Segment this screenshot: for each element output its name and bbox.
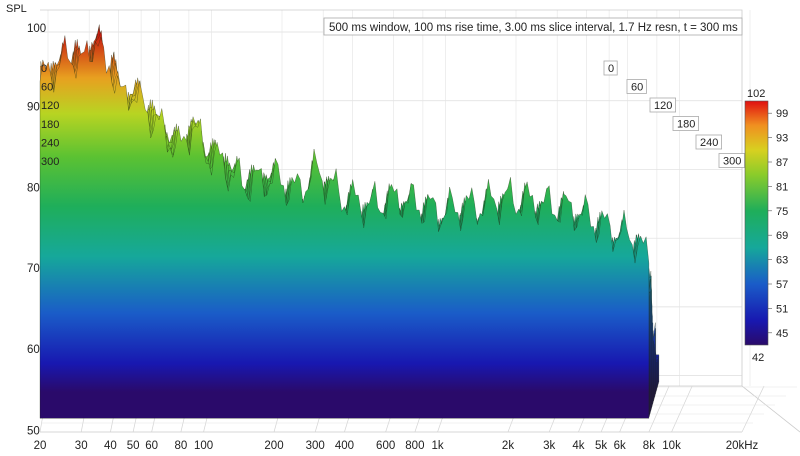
time-tick-label: 120 — [654, 100, 672, 112]
time-tick-label-left: 60 — [41, 82, 53, 94]
y-tick-label: 50 — [27, 426, 40, 438]
x-tick-label: 4k — [572, 440, 584, 452]
grid-line — [671, 385, 693, 433]
x-tick-label: 30 — [75, 440, 88, 452]
y-axis-ticks: 50 60 70 80 90 100 — [27, 23, 46, 438]
colorbar-tick-label: 63 — [776, 255, 788, 267]
colorbar-min: 42 — [752, 352, 764, 364]
x-tick-label: 6k — [614, 440, 626, 452]
colorbar-gradient — [744, 100, 769, 346]
time-tick-label: 240 — [700, 137, 718, 149]
time-tick-label: 300 — [723, 156, 741, 168]
time-tick-label-left: 300 — [41, 156, 59, 168]
x-tick-label: 40 — [104, 440, 117, 452]
colorbar-max: 102 — [747, 88, 765, 100]
y-axis-label: SPL — [6, 3, 27, 15]
time-tick-label: 0 — [608, 63, 614, 75]
time-tick-box — [649, 97, 677, 113]
time-tick-label: 60 — [631, 82, 643, 94]
time-tick-label-left: 240 — [41, 137, 59, 149]
x-tick-label: 1k — [431, 440, 443, 452]
x-tick-label: 20 — [34, 440, 47, 452]
y-tick-label: 60 — [27, 344, 40, 356]
colorbar: 102 45 51 57 63 69 75 81 87 93 99 42 — [744, 88, 788, 364]
colorbar-tick-label: 57 — [776, 279, 788, 291]
x-tick-label: 200 — [264, 440, 283, 452]
colorbar-tick-label: 87 — [776, 157, 788, 169]
x-tick-label: 20kHz — [726, 440, 759, 452]
x-axis-ticks: 20 30 40 50 60 80 100 200 300 400 600 800 1k 2k 3k 4k 5k… — [34, 440, 759, 452]
x-tick-label: 3k — [543, 440, 555, 452]
chart-title: 500 ms window, 100 ms rise time, 3.00 ms… — [329, 22, 738, 34]
y-tick-label: 70 — [27, 263, 40, 275]
time-tick-box — [718, 153, 746, 168]
time-tick-label-left: 120 — [41, 100, 59, 112]
colorbar-tick-label: 99 — [776, 108, 788, 120]
time-tick-label: 180 — [677, 119, 695, 131]
colorbar-tick-label: 75 — [776, 206, 788, 218]
time-tick-label-left: 0 — [41, 63, 47, 75]
time-tick-box — [626, 79, 647, 94]
x-tick-label: 300 — [306, 440, 325, 452]
x-tick-label: 600 — [376, 440, 395, 452]
time-tick-label-left: 180 — [41, 119, 59, 131]
colorbar-tick-label: 93 — [776, 133, 788, 145]
time-axis-ticks: 0 60 120 180 240 300 0 60 120 180 240 300 — [41, 60, 746, 168]
time-tick-box — [695, 134, 723, 150]
x-tick-label: 80 — [174, 440, 187, 452]
colorbar-tick-label: 45 — [776, 328, 788, 340]
x-tick-label: 100 — [194, 440, 213, 452]
x-tick-label: 10k — [662, 440, 681, 452]
chart-title-box: 500 ms window, 100 ms rise time, 3.00 ms… — [323, 17, 743, 36]
grid-line — [741, 385, 765, 433]
x-tick-label: 8k — [643, 440, 655, 452]
x-tick-label: 2k — [502, 440, 514, 452]
spectrum-slices — [39, 24, 660, 419]
y-tick-label: 80 — [27, 182, 40, 194]
colorbar-tick-label: 81 — [776, 181, 788, 193]
x-tick-label: 800 — [405, 440, 424, 452]
y-tick-label: 90 — [27, 102, 40, 114]
floor-edge — [741, 385, 800, 433]
colorbar-tick-label: 69 — [776, 230, 788, 242]
spectrum-slice — [39, 35, 650, 419]
time-tick-box — [672, 116, 700, 131]
x-tick-label: 400 — [335, 440, 354, 452]
time-tick-box — [603, 60, 618, 76]
colorbar-tick-label: 51 — [776, 303, 788, 315]
colorbar-ticks: 45 51 57 63 69 75 81 87 93 99 — [768, 108, 788, 340]
x-tick-label: 50 — [127, 440, 140, 452]
x-tick-label: 60 — [145, 440, 158, 452]
y-tick-label: 100 — [27, 23, 46, 35]
grid-line — [648, 385, 670, 433]
x-tick-label: 5k — [595, 440, 607, 452]
